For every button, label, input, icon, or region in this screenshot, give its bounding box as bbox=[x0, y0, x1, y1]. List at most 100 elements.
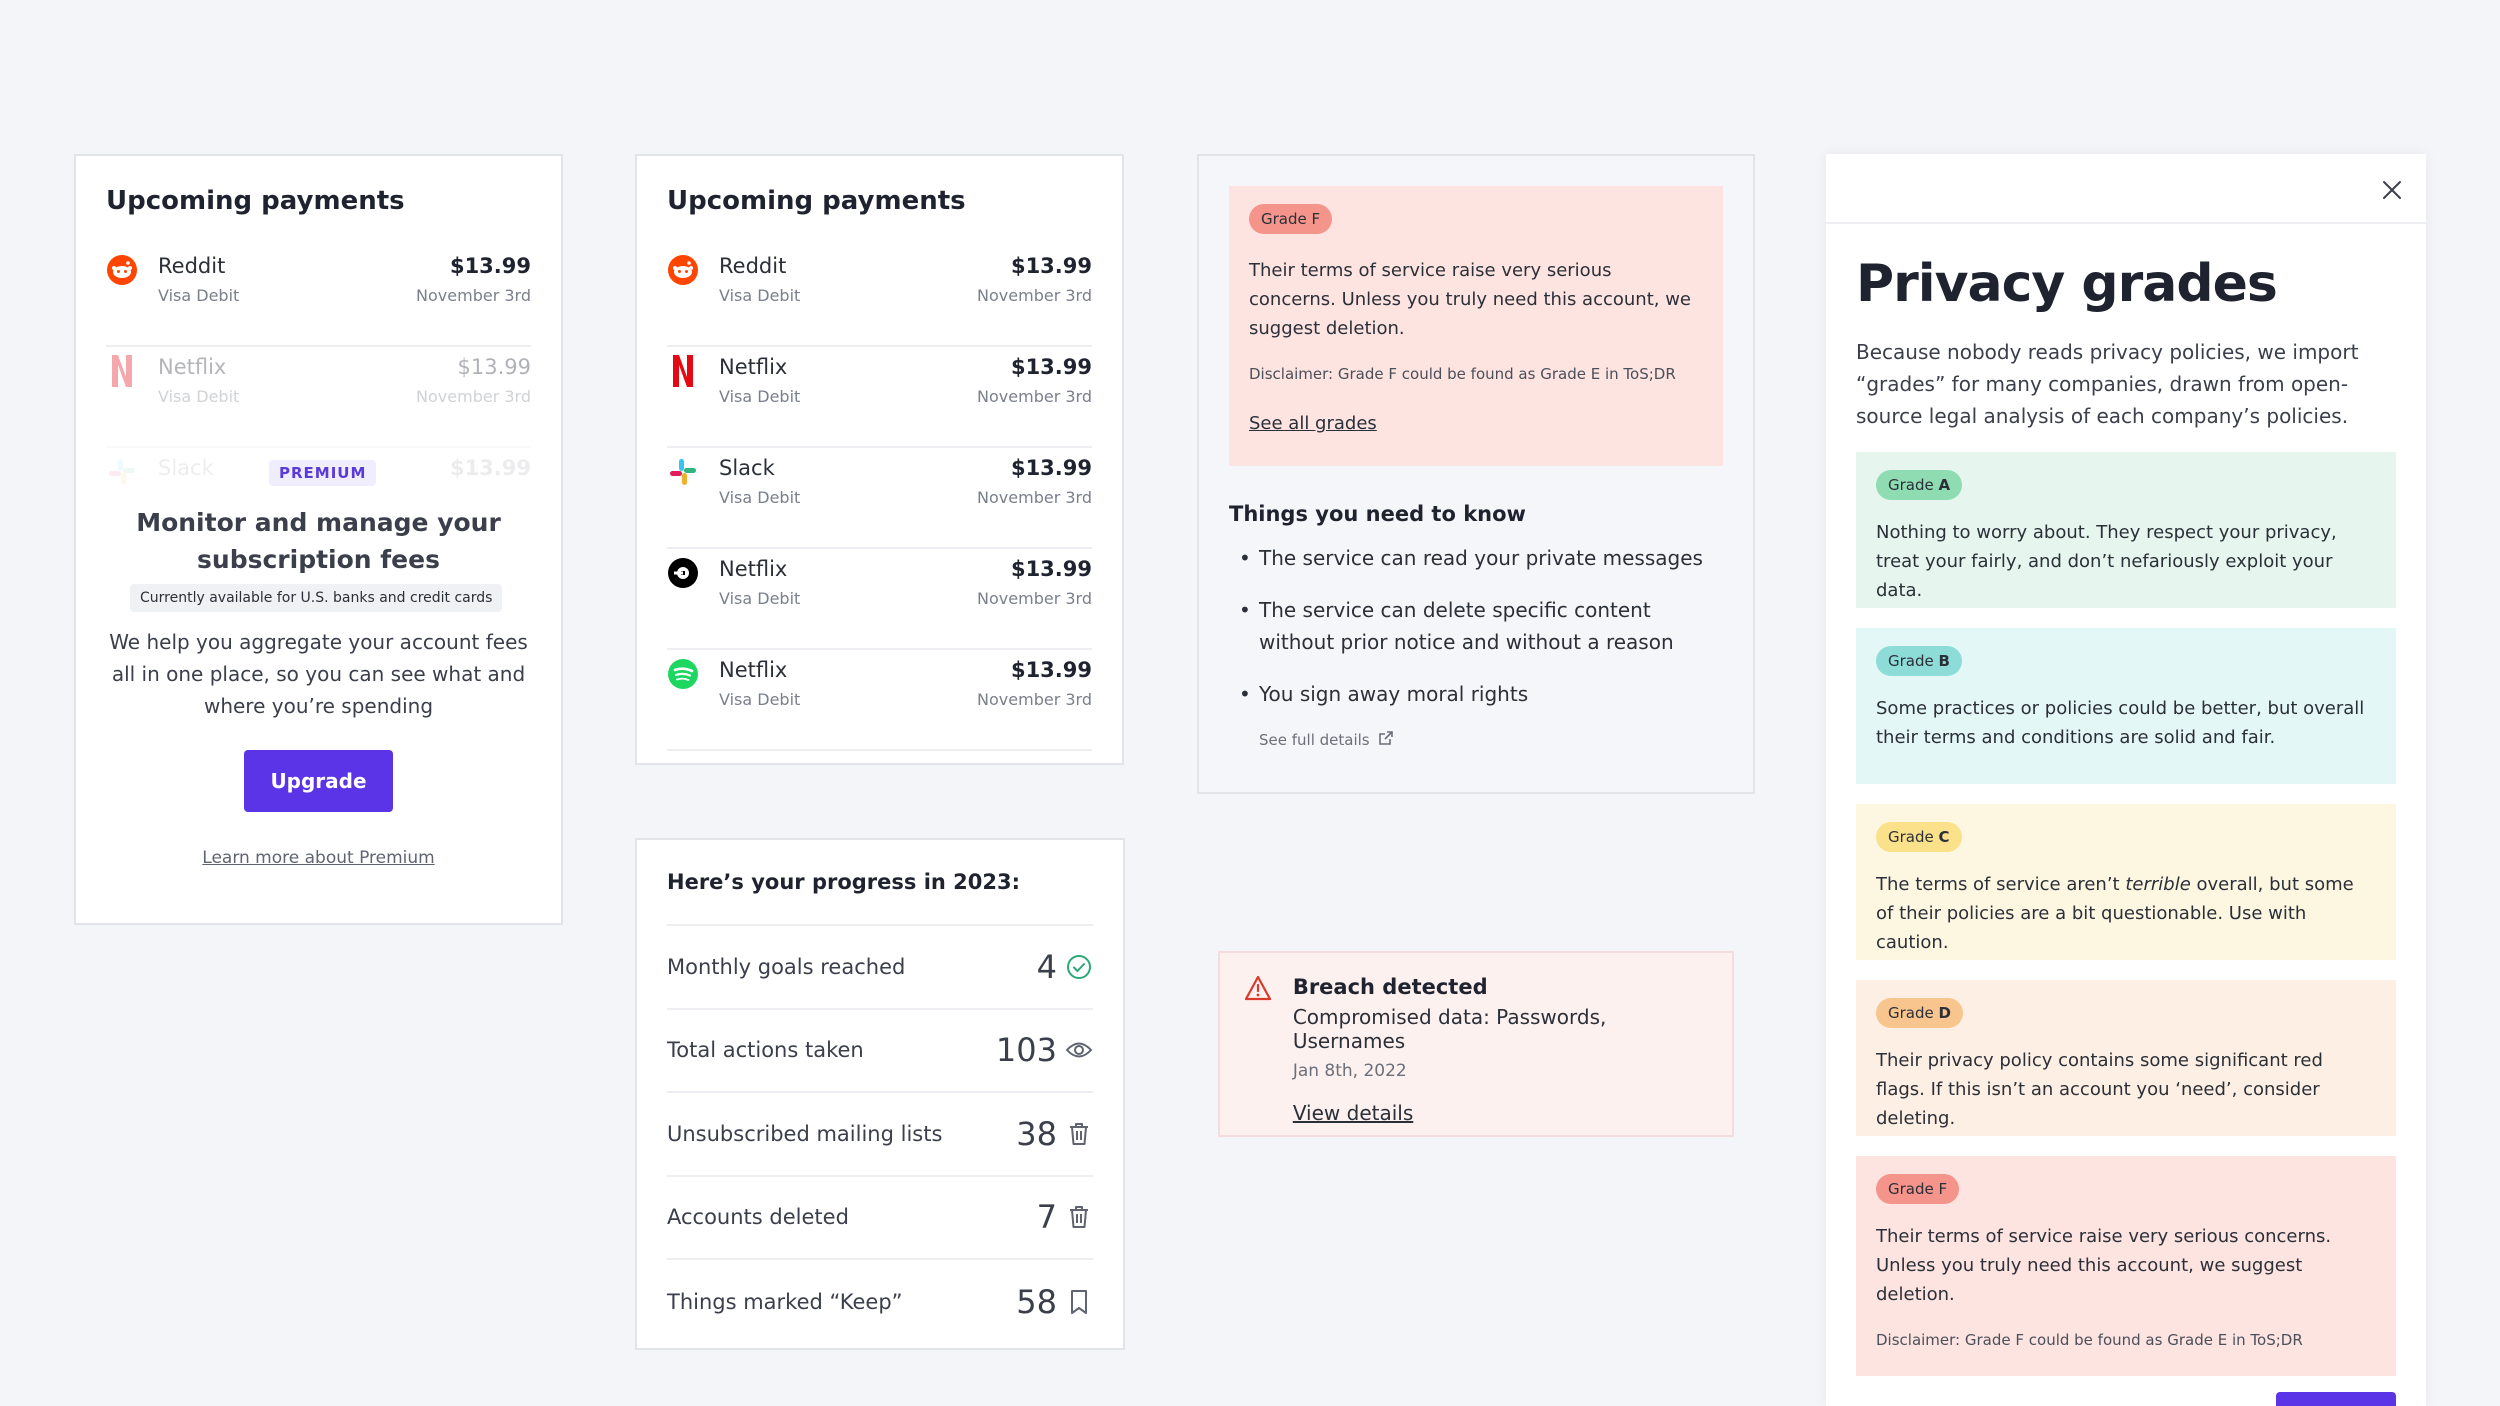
payment-amount: $13.99 bbox=[449, 254, 531, 278]
panel-intro: Because nobody reads privacy policies, w… bbox=[1856, 340, 2359, 428]
payment-date: November 3rd bbox=[977, 286, 1092, 305]
upcoming-payments-card: Upcoming payments Reddit Visa Debit $13.… bbox=[635, 154, 1124, 765]
bookmark-icon bbox=[1065, 1288, 1093, 1316]
payment-amount: $13.99 bbox=[1010, 557, 1092, 581]
payment-method: Visa Debit bbox=[719, 488, 801, 507]
payment-name: Slack bbox=[719, 456, 775, 480]
grade-description: Their terms of service raise very seriou… bbox=[1876, 1226, 2332, 1305]
payment-date: November 3rd bbox=[977, 488, 1092, 507]
payment-method: Visa Debit bbox=[719, 589, 801, 608]
grade-card-c: Grade C The terms of service aren’t terr… bbox=[1856, 804, 2396, 960]
payment-method: Visa Debit bbox=[719, 387, 801, 406]
progress-row: Things marked “Keep” 58 bbox=[667, 1260, 1093, 1344]
payment-name: Netflix bbox=[719, 557, 788, 581]
grade-pill: Grade F bbox=[1249, 204, 1333, 234]
trash-icon bbox=[1065, 1203, 1093, 1231]
reddit-icon bbox=[667, 254, 699, 286]
upgrade-button[interactable]: Upgrade bbox=[244, 750, 393, 812]
check-circle-icon bbox=[1065, 953, 1093, 981]
payment-row[interactable]: Reddit Visa Debit $13.99 November 3rd bbox=[106, 246, 531, 347]
breach-date: Jan 8th, 2022 bbox=[1292, 1061, 1407, 1081]
trash-icon bbox=[1065, 1120, 1093, 1148]
promo-text: We help you aggregate your account fees … bbox=[109, 630, 528, 718]
payment-amount: $13.99 bbox=[457, 355, 531, 379]
grade-f-box: Grade F Their terms of service raise ver… bbox=[1229, 186, 1723, 466]
grade-pill: Grade A bbox=[1876, 470, 1963, 500]
payment-name: Reddit bbox=[158, 254, 226, 278]
progress-label: Total actions taken bbox=[667, 1038, 864, 1063]
progress-label: Unsubscribed mailing lists bbox=[667, 1121, 943, 1146]
payment-date: November 3rd bbox=[977, 589, 1092, 608]
payment-row[interactable]: Netflix Visa Debit $13.99 November 3rd bbox=[667, 347, 1092, 448]
availability-chip: Currently available for U.S. banks and c… bbox=[130, 584, 503, 612]
reddit-icon bbox=[106, 254, 138, 286]
payment-name: Netflix bbox=[719, 658, 788, 682]
progress-value: 4 bbox=[1036, 947, 1057, 986]
progress-label: Monthly goals reached bbox=[667, 954, 906, 979]
panel-action-button[interactable] bbox=[2276, 1392, 2396, 1406]
external-link-icon bbox=[1378, 730, 1394, 750]
breach-title: Breach detected bbox=[1292, 975, 1488, 999]
grade-description: The terms of service aren’t terrible ove… bbox=[1876, 874, 2354, 953]
progress-label: Things marked “Keep” bbox=[667, 1289, 903, 1314]
progress-value: 103 bbox=[995, 1031, 1057, 1070]
grade-card-d: Grade D Their privacy policy contains so… bbox=[1856, 980, 2396, 1136]
slack-icon bbox=[667, 456, 699, 488]
breach-alert-card: Breach detected Compromised data: Passwo… bbox=[1218, 951, 1734, 1137]
netflix-icon bbox=[667, 355, 699, 387]
grade-description: Some practices or policies could be bett… bbox=[1876, 698, 2365, 748]
card-title: Upcoming payments bbox=[106, 186, 405, 216]
payment-row[interactable]: Netflix Visa Debit $13.99 November 3rd bbox=[667, 650, 1092, 751]
grade-disclaimer: Disclaimer: Grade F could be found as Gr… bbox=[1876, 1331, 2303, 1349]
payment-method: Visa Debit bbox=[158, 387, 240, 406]
list-item: You sign away moral rights bbox=[1229, 678, 1723, 710]
premium-badge: PREMIUM bbox=[269, 460, 377, 486]
progress-value: 58 bbox=[1016, 1282, 1057, 1321]
payment-row[interactable]: Netflix Visa Debit $13.99 November 3rd bbox=[106, 347, 531, 448]
payment-row: Slack $13.99 bbox=[106, 448, 531, 549]
progress-value: 7 bbox=[1036, 1198, 1057, 1237]
netflix-icon bbox=[106, 355, 138, 387]
eye-icon bbox=[1065, 1036, 1093, 1064]
view-details-link[interactable]: View details bbox=[1292, 1101, 1414, 1125]
grade-card-b: Grade B Some practices or policies could… bbox=[1856, 628, 2396, 784]
list-item: The service can delete specific content … bbox=[1229, 594, 1723, 658]
slack-icon bbox=[106, 456, 138, 488]
spotify-icon bbox=[667, 658, 699, 690]
grade-pill: Grade B bbox=[1876, 646, 1962, 676]
payment-date: November 3rd bbox=[977, 387, 1092, 406]
panel-header bbox=[1826, 154, 2426, 224]
grade-pill: Grade D bbox=[1876, 998, 1963, 1028]
progress-row: Unsubscribed mailing lists 38 bbox=[667, 1093, 1093, 1177]
payment-name: Slack bbox=[158, 456, 214, 480]
payment-method: Visa Debit bbox=[158, 286, 240, 305]
uber-icon bbox=[667, 557, 699, 589]
payment-method: Visa Debit bbox=[719, 690, 801, 709]
learn-more-premium-link[interactable]: Learn more about Premium bbox=[202, 848, 435, 868]
privacy-grades-panel: Privacy grades Because nobody reads priv… bbox=[1826, 154, 2426, 1406]
grade-disclaimer: Disclaimer: Grade F could be found as Gr… bbox=[1249, 365, 1676, 383]
payment-row[interactable]: Netflix Visa Debit $13.99 November 3rd bbox=[667, 549, 1092, 650]
payment-row[interactable]: Reddit Visa Debit $13.99 November 3rd bbox=[667, 246, 1092, 347]
progress-value: 38 bbox=[1016, 1114, 1057, 1153]
warning-icon bbox=[1244, 975, 1273, 1113]
progress-row: Total actions taken 103 bbox=[667, 1010, 1093, 1093]
close-icon[interactable] bbox=[2380, 178, 2404, 202]
grade-card-a: Grade A Nothing to worry about. They res… bbox=[1856, 452, 2396, 608]
things-to-know-list: The service can read your private messag… bbox=[1229, 542, 1723, 710]
grade-card-f: Grade F Their terms of service raise ver… bbox=[1856, 1156, 2396, 1376]
progress-card: Here’s your progress in 2023: Monthly go… bbox=[635, 838, 1125, 1350]
promo-title: Monitor and manage your subscription fee… bbox=[136, 508, 501, 574]
payment-amount: $13.99 bbox=[1010, 355, 1092, 379]
progress-title: Here’s your progress in 2023: bbox=[667, 870, 1093, 926]
see-all-grades-link[interactable]: See all grades bbox=[1249, 413, 1377, 434]
things-to-know-title: Things you need to know bbox=[1229, 502, 1526, 526]
full-details-label: See full details bbox=[1259, 731, 1370, 749]
grade-description: Nothing to worry about. They respect you… bbox=[1876, 522, 2337, 601]
progress-label: Accounts deleted bbox=[667, 1205, 849, 1230]
grade-description: Their privacy policy contains some signi… bbox=[1876, 1050, 2323, 1129]
payment-method: Visa Debit bbox=[719, 286, 801, 305]
see-full-details-link[interactable]: See full details bbox=[1259, 730, 1723, 750]
payment-name: Netflix bbox=[719, 355, 788, 379]
payment-row[interactable]: Slack Visa Debit $13.99 November 3rd bbox=[667, 448, 1092, 549]
